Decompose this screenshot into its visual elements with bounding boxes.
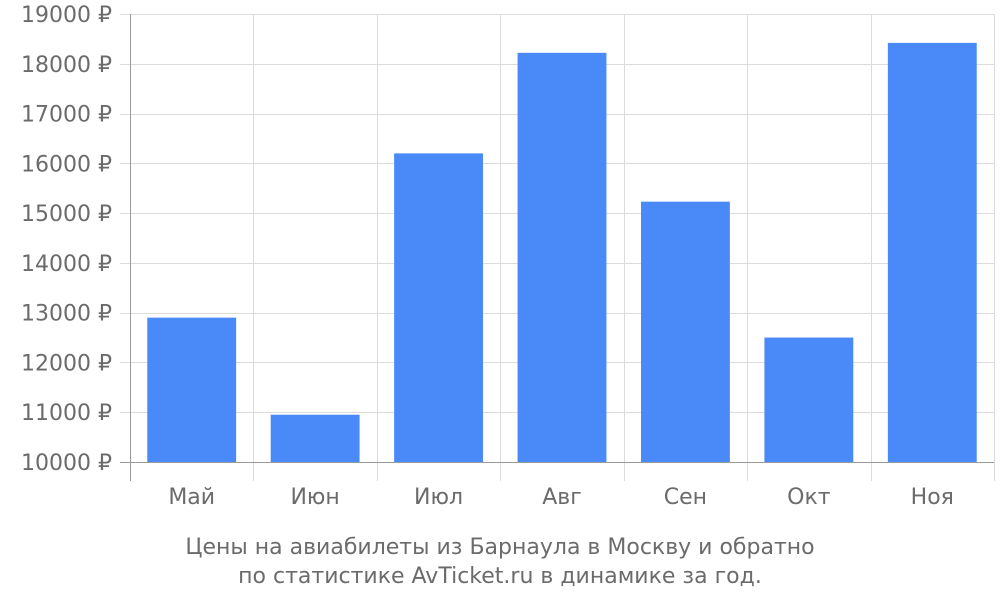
bar <box>764 337 854 462</box>
y-tick-label: 18000 ₽ <box>21 53 112 78</box>
y-tick-label: 12000 ₽ <box>21 351 112 376</box>
bar <box>147 317 237 462</box>
x-tick-label: Ноя <box>911 485 954 510</box>
bar <box>394 153 484 462</box>
x-tick-label: Май <box>168 485 215 510</box>
y-tick-label: 19000 ₽ <box>21 3 112 28</box>
bar <box>270 414 360 462</box>
y-tick-label: 16000 ₽ <box>21 152 112 177</box>
axes <box>120 14 994 481</box>
y-tick-label: 11000 ₽ <box>21 401 112 426</box>
bars <box>147 42 977 463</box>
chart-caption-line-1: Цены на авиабилеты из Барнаула в Москву … <box>185 535 815 560</box>
x-tick-label: Июл <box>414 485 463 510</box>
x-tick-label: Окт <box>787 485 831 510</box>
x-tick-labels: Май Июн Июл Авг Сен Окт Ноя <box>168 485 954 510</box>
y-tick-labels: 10000 ₽ 11000 ₽ 12000 ₽ 13000 ₽ 14000 ₽ 15000… <box>21 3 112 476</box>
x-tick-label: Сен <box>664 485 707 510</box>
chart-caption-line-2: по статистике AvTicket.ru в динамике за … <box>238 564 762 589</box>
x-tick-label: Июн <box>290 485 339 510</box>
y-tick-label: 15000 ₽ <box>21 202 112 227</box>
y-tick-label: 10000 ₽ <box>21 451 112 476</box>
bar <box>517 52 607 463</box>
y-tick-label: 14000 ₽ <box>21 252 112 277</box>
bar <box>640 201 730 462</box>
x-tick-label: Авг <box>542 485 582 510</box>
y-tick-label: 17000 ₽ <box>21 103 112 128</box>
y-tick-label: 13000 ₽ <box>21 302 112 327</box>
bar <box>887 42 977 462</box>
